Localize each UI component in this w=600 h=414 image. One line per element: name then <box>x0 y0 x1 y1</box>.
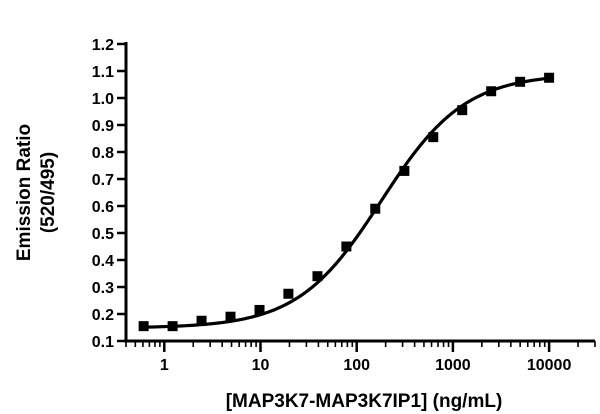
data-point <box>515 76 526 87</box>
data-point <box>138 321 149 332</box>
data-points-layer <box>138 72 555 332</box>
y-tick-label: 0.2 <box>92 307 114 324</box>
data-point <box>428 132 439 143</box>
data-point <box>167 321 178 332</box>
x-tick-label: 10000 <box>527 357 572 374</box>
y-axis-title-line: (520/495) <box>38 152 59 233</box>
axes-layer <box>117 42 596 352</box>
y-axis-title-line: Emission Ratio <box>14 124 35 261</box>
data-point <box>283 288 294 299</box>
data-point <box>486 86 497 97</box>
y-tick-label: 0.4 <box>92 253 114 270</box>
y-tick-label: 1.2 <box>92 37 114 54</box>
y-axis-title: Emission Ratio (520/495) <box>14 124 59 261</box>
data-point <box>254 304 265 315</box>
fit-curve-layer <box>142 76 551 329</box>
labels-layer: 0.1 0.2 0.3 0.4 0.5 0.6 0.7 0.8 0.9 1.0 1.1 1.2 1 10 1… <box>14 37 571 412</box>
y-tick-label: 0.8 <box>92 145 114 162</box>
x-tick-label: 10 <box>252 357 270 374</box>
data-point <box>457 105 468 116</box>
y-tick-label: 0.6 <box>92 199 114 216</box>
data-point <box>370 203 381 214</box>
x-axis-title: [MAP3K7-MAP3K7IP1] (ng/mL) <box>226 391 503 412</box>
x-tick-label: 100 <box>343 357 370 374</box>
y-tick-label: 1.1 <box>92 64 114 81</box>
data-point <box>341 241 352 252</box>
data-point <box>312 271 323 282</box>
x-tick-label: 1 <box>160 357 169 374</box>
y-tick-label: 0.3 <box>92 280 114 297</box>
fit-curve <box>142 76 551 329</box>
y-tick-label: 0.1 <box>92 334 114 351</box>
x-tick-label: 1000 <box>435 357 471 374</box>
y-tick-label: 0.5 <box>92 226 114 243</box>
data-point <box>225 311 236 322</box>
y-tick-label: 1.0 <box>92 91 114 108</box>
y-tick-label: 0.9 <box>92 118 114 135</box>
y-tick-label: 0.7 <box>92 172 114 189</box>
data-point <box>544 72 555 83</box>
data-point <box>196 315 207 326</box>
data-point <box>399 165 410 176</box>
